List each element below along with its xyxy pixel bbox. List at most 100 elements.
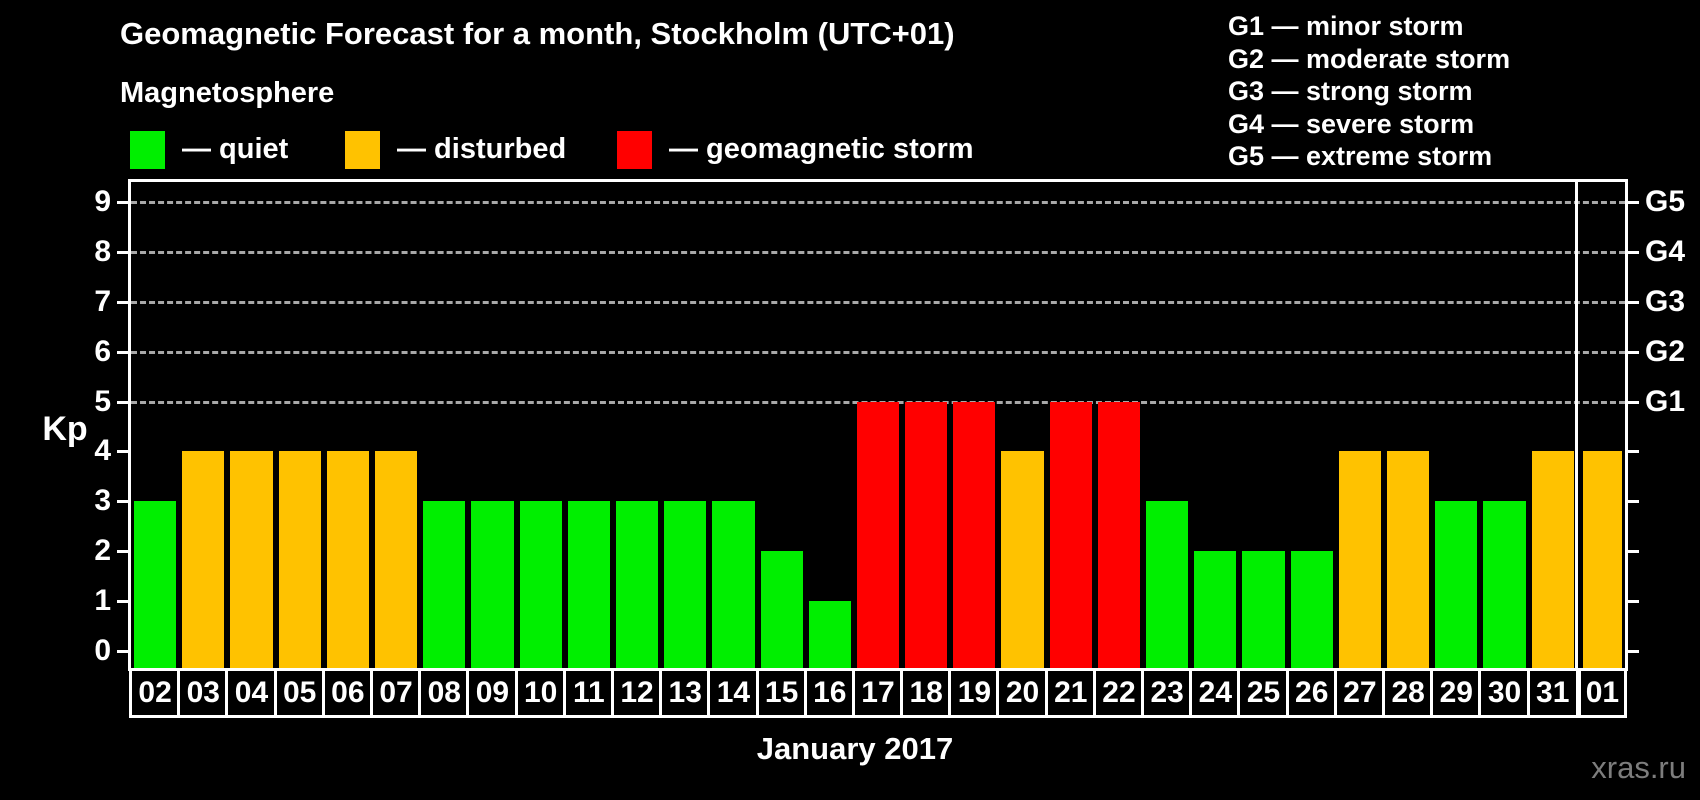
right-axis-label-g3: G3 <box>1645 284 1686 318</box>
bar-day-23 <box>1146 501 1189 668</box>
day-label-20: 20 <box>996 668 1049 718</box>
day-label-08: 08 <box>418 668 471 718</box>
y-tick-right-1 <box>1625 600 1639 604</box>
quiet-color-swatch <box>130 130 165 169</box>
right-axis-label-g2: G2 <box>1645 334 1686 368</box>
gridline-kp6 <box>131 350 1625 354</box>
y-tick-label-5: 5 <box>94 384 111 418</box>
legend-item-disturbed: — disturbed <box>345 130 566 169</box>
day-label-06: 06 <box>321 668 374 718</box>
day-label-22: 22 <box>1092 668 1146 718</box>
day-label-07: 07 <box>369 668 423 718</box>
day-label-13: 13 <box>659 668 712 718</box>
g-legend-line-g1: G1 — minor storm <box>1228 11 1464 41</box>
day-label-04: 04 <box>225 668 278 718</box>
chart-subtitle: Magnetosphere <box>120 77 335 109</box>
day-label-01: 01 <box>1577 668 1627 718</box>
y-tick-left-4 <box>117 450 131 454</box>
gridline-kp7 <box>131 300 1625 304</box>
bar-day-17 <box>856 401 900 668</box>
bar-day-06 <box>326 451 369 668</box>
day-label-17: 17 <box>851 668 905 718</box>
day-label-23: 23 <box>1141 668 1194 718</box>
legend-label-storm: — geomagnetic storm <box>669 133 974 165</box>
legend-item-storm: — geomagnetic storm <box>617 130 974 169</box>
bar-day-04 <box>230 451 273 668</box>
y-tick-right-2 <box>1625 550 1639 554</box>
legend-item-quiet: — quiet <box>130 130 288 169</box>
bar-day-20 <box>1001 451 1044 668</box>
bar-day-18 <box>905 401 948 668</box>
day-label-19: 19 <box>948 668 1001 718</box>
day-label-10: 10 <box>514 668 567 718</box>
bar-day-31 <box>1531 451 1574 668</box>
y-tick-left-0 <box>117 650 131 653</box>
bar-day-15 <box>760 551 803 668</box>
legend-label-quiet: — quiet <box>182 133 289 165</box>
day-label-28: 28 <box>1382 668 1435 718</box>
bar-day-28 <box>1387 451 1430 668</box>
y-tick-left-5 <box>117 400 131 404</box>
day-label-14: 14 <box>707 668 760 718</box>
y-tick-right-0 <box>1625 650 1639 653</box>
y-tick-left-7 <box>117 300 131 304</box>
y-tick-left-6 <box>117 350 131 354</box>
day-label-25: 25 <box>1237 668 1290 718</box>
y-tick-label-3: 3 <box>94 484 111 518</box>
month-separator-line <box>1574 182 1578 668</box>
y-tick-right-3 <box>1625 500 1639 504</box>
disturbed-color-swatch <box>345 130 380 169</box>
y-tick-right-6 <box>1625 350 1639 354</box>
y-axis-title: Kp <box>42 410 88 448</box>
day-label-03: 03 <box>177 668 230 718</box>
day-label-09: 09 <box>466 668 519 718</box>
y-tick-right-7 <box>1625 300 1639 304</box>
y-tick-label-6: 6 <box>94 334 111 368</box>
day-label-31: 31 <box>1526 668 1579 718</box>
day-label-15: 15 <box>755 668 808 718</box>
bar-day-25 <box>1242 551 1285 668</box>
bar-day-01 <box>1582 451 1622 668</box>
bar-day-19 <box>953 401 996 668</box>
right-axis-label-g1: G1 <box>1645 384 1686 418</box>
watermark: xras.ru <box>1591 750 1686 785</box>
bar-day-09 <box>471 501 514 668</box>
y-tick-label-8: 8 <box>94 234 111 268</box>
bar-day-29 <box>1435 501 1478 668</box>
day-label-30: 30 <box>1478 668 1531 718</box>
bar-day-13 <box>664 501 707 668</box>
y-tick-label-4: 4 <box>94 434 111 468</box>
g-legend-line-g3: G3 — strong storm <box>1228 76 1473 106</box>
right-axis-label-g4: G4 <box>1645 234 1686 268</box>
y-tick-label-0: 0 <box>94 634 111 667</box>
day-label-29: 29 <box>1430 668 1483 718</box>
bar-day-27 <box>1338 451 1382 668</box>
y-tick-label-2: 2 <box>94 534 111 568</box>
bar-day-22 <box>1097 401 1141 668</box>
y-tick-left-1 <box>117 600 131 604</box>
y-tick-right-4 <box>1625 450 1639 454</box>
legend-label-disturbed: — disturbed <box>397 133 567 165</box>
day-label-26: 26 <box>1285 668 1338 718</box>
y-tick-label-9: 9 <box>94 184 111 218</box>
y-tick-left-9 <box>117 200 131 204</box>
y-tick-label-7: 7 <box>94 284 111 318</box>
day-label-18: 18 <box>900 668 953 718</box>
day-label-21: 21 <box>1044 668 1097 718</box>
y-tick-right-5 <box>1625 400 1639 404</box>
y-tick-left-3 <box>117 500 131 504</box>
gridline-kp8 <box>131 250 1625 254</box>
day-label-12: 12 <box>610 668 664 718</box>
day-label-27: 27 <box>1333 668 1387 718</box>
bar-day-11 <box>567 501 610 668</box>
bar-day-30 <box>1483 501 1526 668</box>
y-tick-right-8 <box>1625 250 1639 254</box>
chart-title: Geomagnetic Forecast for a month, Stockh… <box>120 16 955 51</box>
bar-day-05 <box>278 451 321 668</box>
bar-day-02 <box>134 501 177 668</box>
bar-day-12 <box>615 501 659 668</box>
bar-day-03 <box>182 451 225 668</box>
y-tick-left-8 <box>117 250 131 254</box>
y-tick-left-2 <box>117 550 131 554</box>
